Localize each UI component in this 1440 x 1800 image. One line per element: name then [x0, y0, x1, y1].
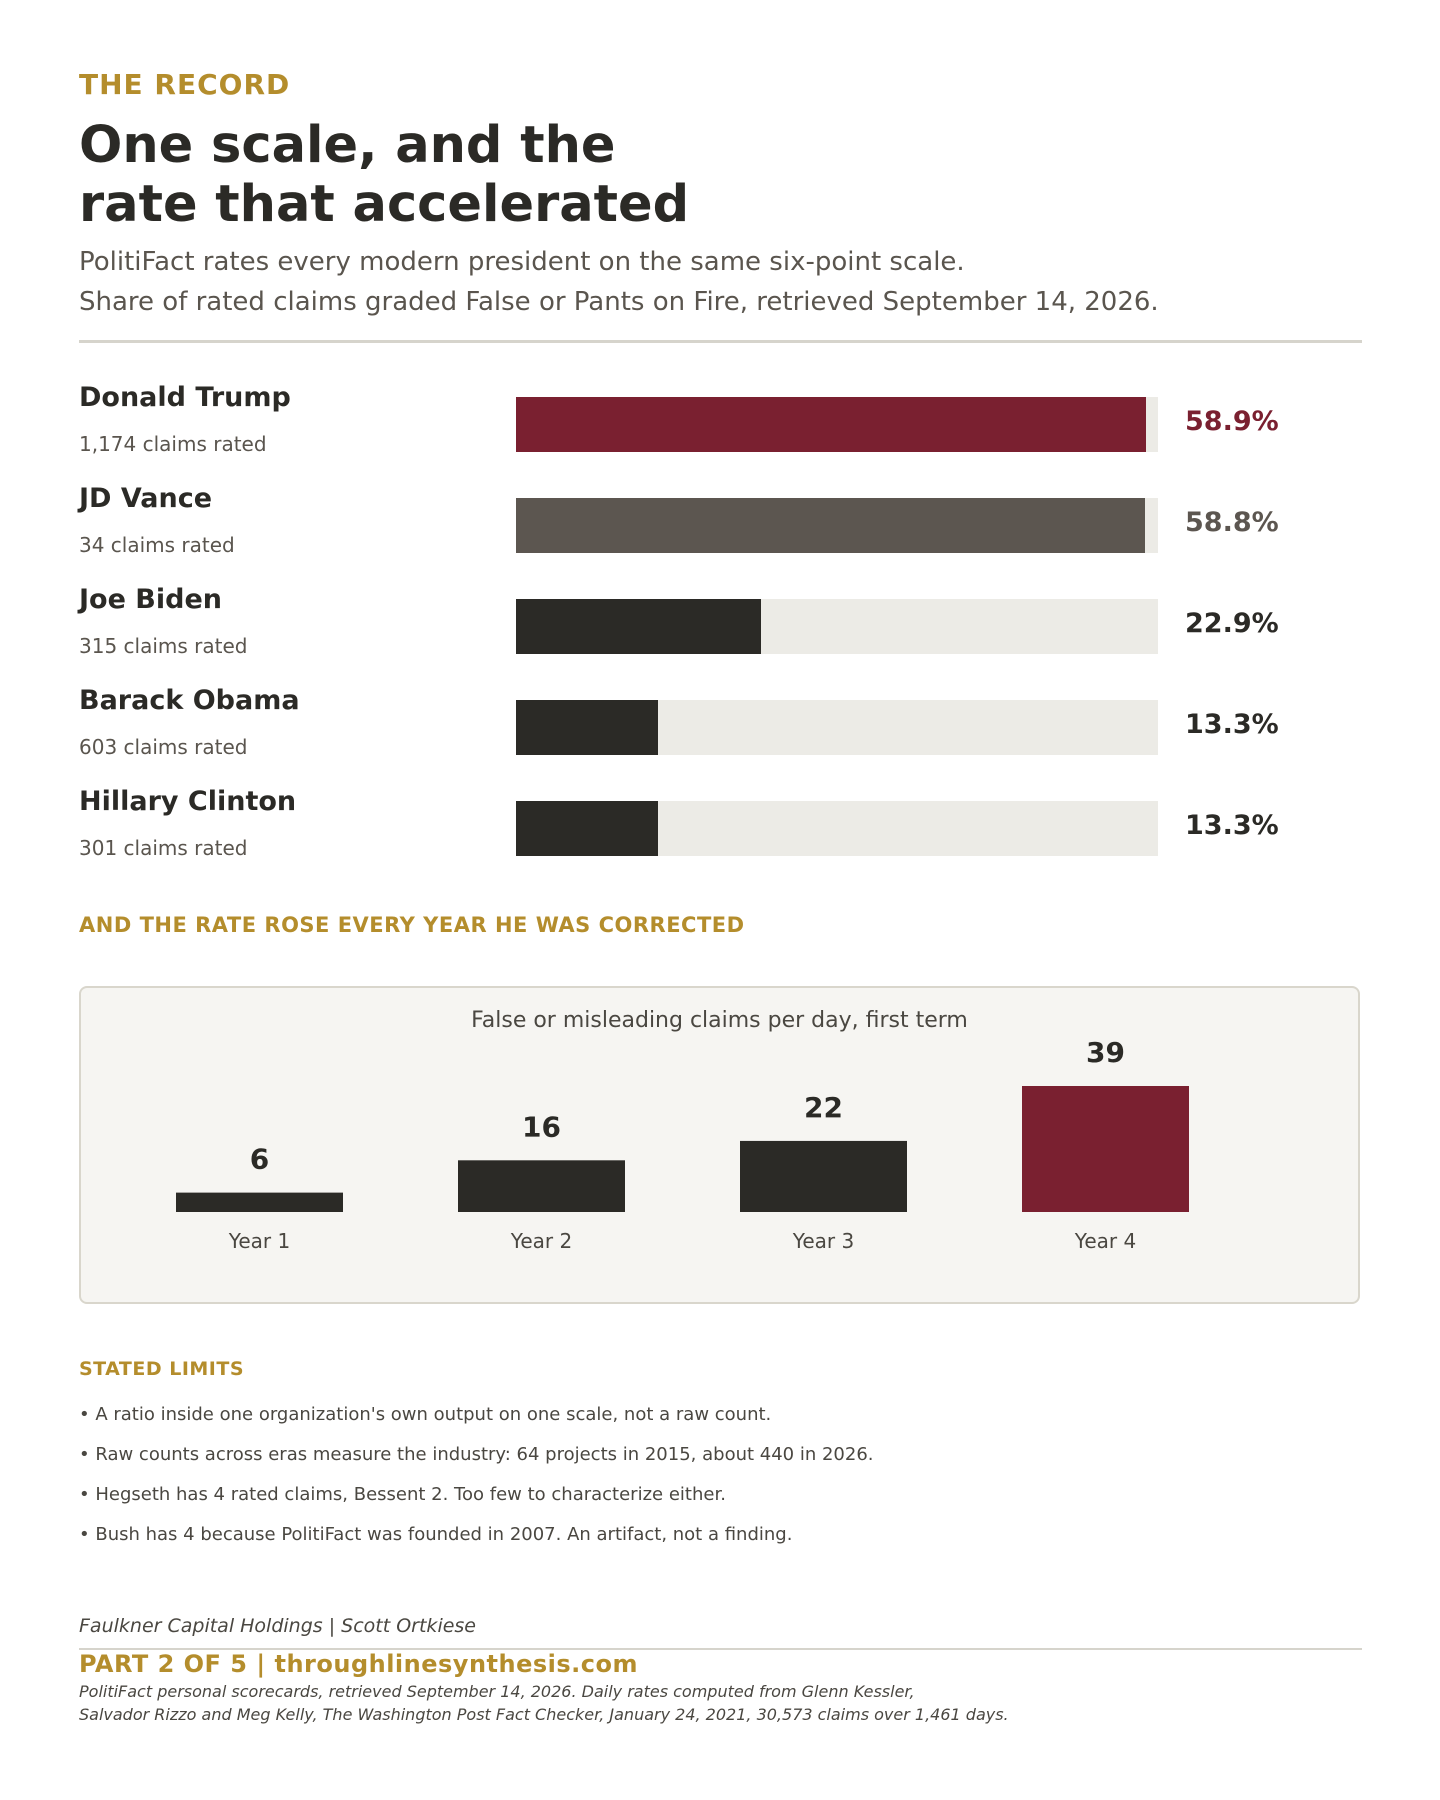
bar [516, 599, 762, 654]
bar-category-label: Barack Obama [79, 685, 300, 716]
bar-row: Donald Trump 1,174 claims rated 58.9% [79, 376, 1362, 477]
limits-item: • A ratio inside one organization's own … [79, 1404, 772, 1425]
bar-track [516, 498, 1158, 553]
title-line-2: rate that accelerated [79, 175, 690, 234]
claims-per-day-panel: False or misleading claims per day, firs… [79, 986, 1360, 1304]
column-bar [458, 1160, 625, 1212]
bar-claims-count: 315 claims rated [79, 634, 248, 658]
column-category-label: Year 4 [1074, 1229, 1136, 1253]
bar-value-label: 58.8% [1185, 507, 1279, 538]
credit-line: Faulkner Capital Holdings | Scott Ortkie… [79, 1615, 476, 1637]
bar-claims-count: 34 claims rated [79, 533, 235, 557]
bar [516, 397, 1147, 452]
column-value-label: 22 [804, 1091, 843, 1124]
bar-category-label: Joe Biden [79, 584, 223, 615]
bar-row: JD Vance 34 claims rated 58.8% [79, 477, 1362, 578]
bar-claims-count: 1,174 claims rated [79, 432, 267, 456]
column-value-label: 6 [250, 1143, 269, 1176]
bar-value-label: 13.3% [1185, 810, 1279, 841]
limits-item: • Hegseth has 4 rated claims, Bessent 2.… [79, 1484, 726, 1505]
column-category-label: Year 3 [792, 1229, 854, 1253]
source-line-1: PolitiFact personal scorecards, retrieve… [79, 1682, 915, 1701]
column-value-label: 39 [1086, 1036, 1125, 1069]
source-note: PolitiFact personal scorecards, retrieve… [79, 1680, 1009, 1726]
bar-claims-count: 603 claims rated [79, 735, 248, 759]
column-category-label: Year 1 [228, 1229, 290, 1253]
bar [516, 498, 1146, 553]
limits-list: • A ratio inside one organization's own … [79, 1403, 874, 1563]
section-heading: AND THE RATE ROSE EVERY YEAR HE WAS CORR… [79, 913, 745, 937]
column-category-label: Year 2 [510, 1229, 572, 1253]
bar-track [516, 599, 1158, 654]
bar [516, 700, 659, 755]
subtitle-line-2: Share of rated claims graded False or Pa… [79, 287, 1159, 317]
subtitle-line-1: PolitiFact rates every modern president … [79, 247, 965, 277]
bar-track [516, 397, 1158, 452]
bar-value-label: 13.3% [1185, 709, 1279, 740]
footer-divider [79, 1648, 1362, 1650]
header-divider [79, 340, 1362, 343]
bar-track [516, 700, 1158, 755]
kicker: THE RECORD [79, 68, 291, 101]
infographic-page: THE RECORD One scale, and the rate that … [79, 0, 1362, 1800]
column-value-label: 16 [522, 1110, 561, 1143]
bar-row: Barack Obama 603 claims rated 13.3% [79, 679, 1362, 780]
limits-item: • Raw counts across eras measure the ind… [79, 1444, 874, 1465]
series-part-link[interactable]: PART 2 OF 5 | throughlinesynthesis.com [79, 1650, 639, 1678]
bar-row: Joe Biden 315 claims rated 22.9% [79, 578, 1362, 679]
limits-item: • Bush has 4 because PolitiFact was foun… [79, 1524, 793, 1545]
bar-category-label: Donald Trump [79, 382, 291, 413]
limits-heading: STATED LIMITS [79, 1358, 245, 1380]
column-chart-title: False or misleading claims per day, firs… [471, 1008, 968, 1033]
bar [516, 801, 659, 856]
column-bar [1022, 1086, 1189, 1212]
bar-value-label: 58.9% [1185, 406, 1279, 437]
subtitle: PolitiFact rates every modern president … [79, 242, 1159, 322]
bar-claims-count: 301 claims rated [79, 836, 248, 860]
source-line-2: Salvador Rizzo and Meg Kelly, The Washin… [79, 1705, 1009, 1724]
page-title: One scale, and the rate that accelerated [79, 116, 689, 234]
claims-per-day-column-chart: 6 Year 1 16 Year 2 22 Year 3 39 Year 4 [176, 1036, 1189, 1253]
title-line-1: One scale, and the [79, 116, 616, 175]
column-bar [176, 1192, 343, 1212]
bar-row: Hillary Clinton 301 claims rated 13.3% [79, 780, 1362, 881]
bar-category-label: Hillary Clinton [79, 786, 297, 817]
bar-category-label: JD Vance [79, 483, 213, 514]
bar-value-label: 22.9% [1185, 608, 1279, 639]
bar-track [516, 801, 1158, 856]
column-bar [740, 1140, 907, 1212]
